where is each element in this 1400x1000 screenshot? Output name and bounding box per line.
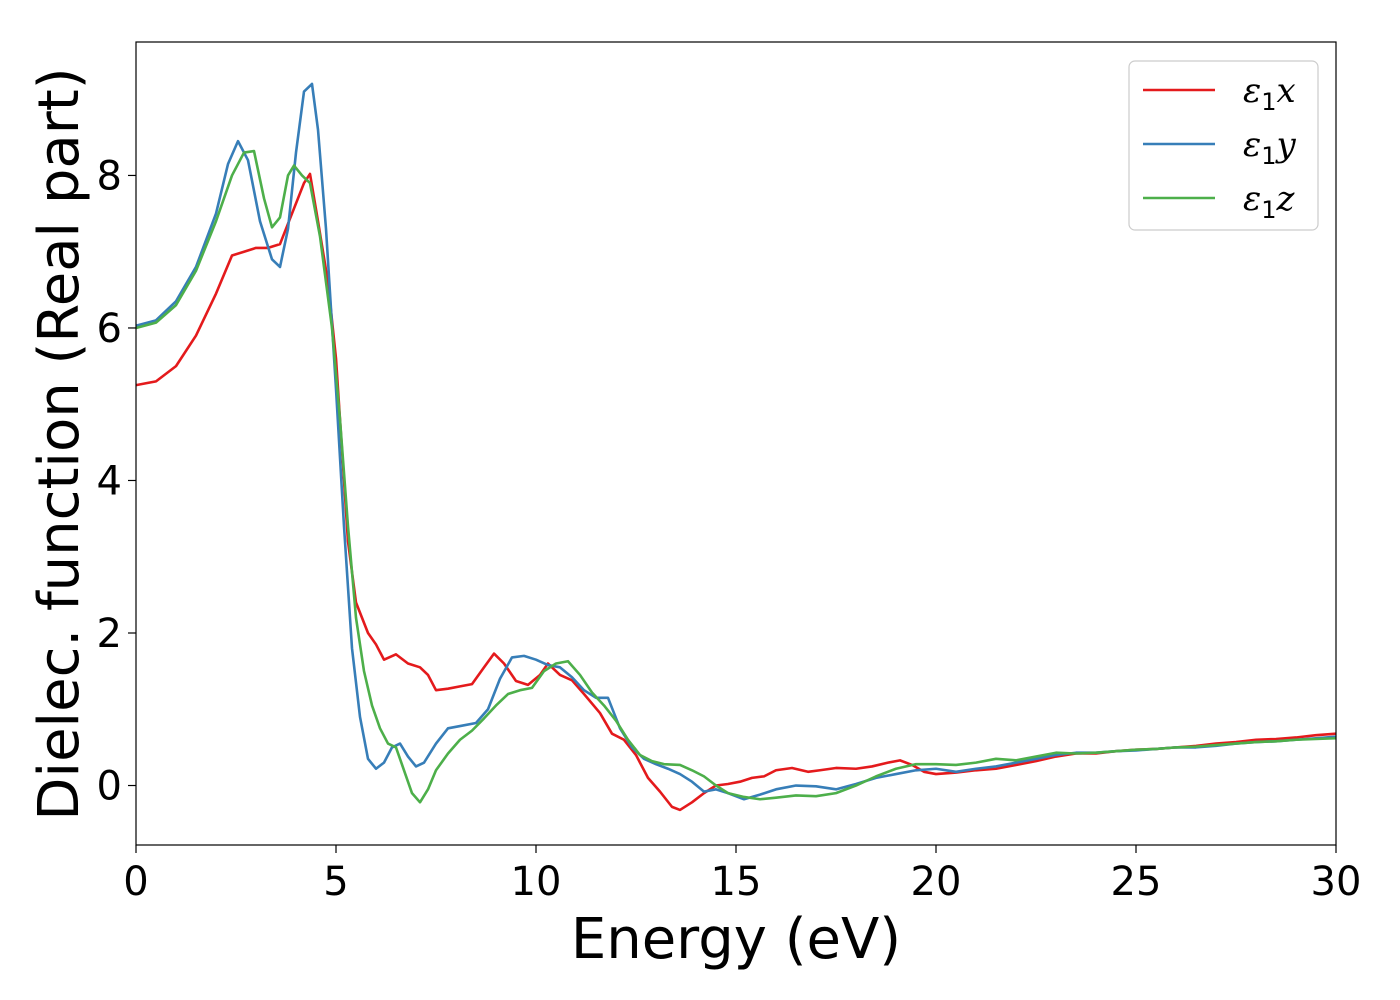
y-tick-label: 6 <box>97 306 122 352</box>
y-axis: 0 2 4 6 8 <box>97 153 136 810</box>
x-tick-label: 10 <box>511 859 562 905</box>
x-tick-label: 0 <box>123 859 148 905</box>
x-axis-label: Energy (eV) <box>571 907 901 972</box>
x-tick-label: 25 <box>1111 859 1162 905</box>
x-tick-label: 5 <box>323 859 348 905</box>
legend-label-x: ε1x <box>1243 71 1296 116</box>
y-tick-label: 4 <box>97 458 122 504</box>
legend-label-y: ε1y <box>1243 125 1297 170</box>
x-tick-label: 15 <box>711 859 762 905</box>
legend-label-z: ε1z <box>1243 179 1296 224</box>
y-tick-label: 0 <box>97 764 122 810</box>
series-line-z <box>136 149 1336 804</box>
x-axis: 0 5 10 15 20 25 30 <box>123 845 1361 905</box>
x-tick-label: 20 <box>911 859 962 905</box>
y-tick-label: 8 <box>97 153 122 199</box>
y-tick-label: 2 <box>97 611 122 657</box>
legend-box <box>1128 60 1319 231</box>
series-group <box>136 82 1336 812</box>
legend: ε1x ε1y ε1z <box>1128 60 1319 231</box>
y-axis-label: Dielec. function (Real part) <box>27 67 92 820</box>
x-tick-label: 30 <box>1311 859 1362 905</box>
